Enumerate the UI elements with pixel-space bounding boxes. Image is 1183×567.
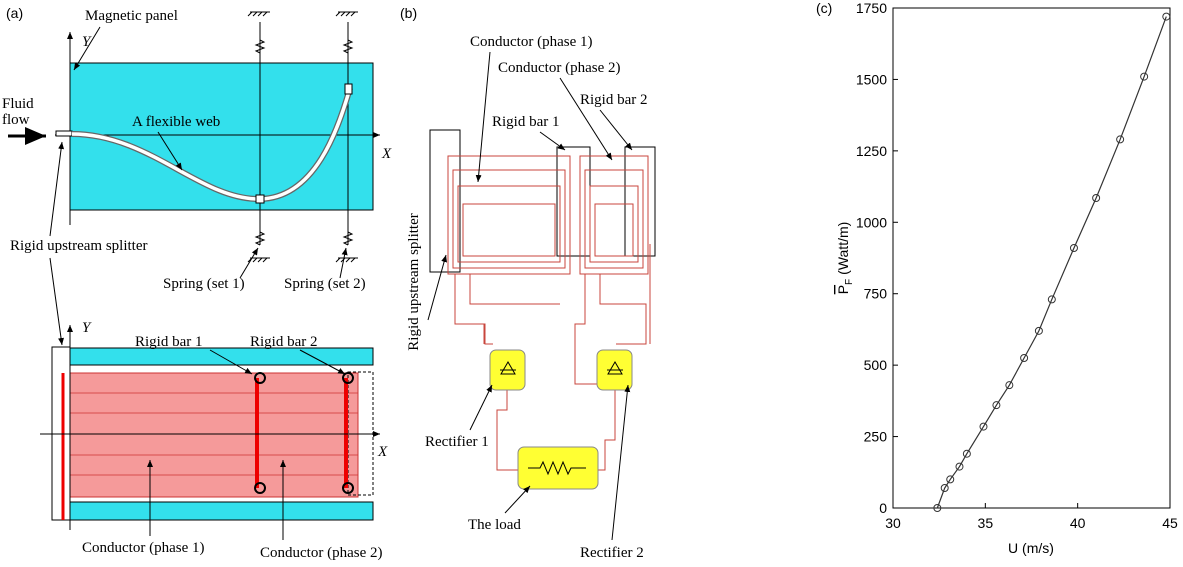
y-label-main: P [835, 285, 851, 294]
y-label-unit: (Watt/m) [835, 222, 851, 275]
label: Rectifier 1 [425, 434, 489, 450]
y-tick-label: 750 [864, 286, 888, 302]
splitter [56, 131, 72, 136]
label: Fluid [2, 96, 34, 112]
magnetic-panel [70, 502, 373, 520]
y-tick-label: 1000 [856, 214, 887, 230]
y-label-sub: F [844, 279, 855, 285]
label: Rectifier 2 [580, 545, 644, 561]
panel-b: (b) Conductor (phase 1) Conductor (phase… [400, 5, 655, 561]
pointer [612, 385, 628, 540]
pointer [428, 255, 446, 320]
panel-c: (c) U (m/s) PF (Watt/m) 0 250 500 750 1000 125… [816, 0, 1178, 556]
magnetic-panel [70, 63, 373, 210]
y-tick-label: 250 [864, 429, 888, 445]
joint [256, 195, 264, 203]
x-tick-label: 45 [1162, 515, 1178, 531]
y-tick-label: 0 [879, 500, 887, 516]
pointer [505, 486, 530, 513]
label: Rigid bar 2 [250, 334, 318, 350]
panel-label: (c) [816, 0, 832, 16]
pointer [470, 385, 492, 430]
label: Rigid bar 2 [580, 92, 648, 108]
label: Magnetic panel [85, 8, 178, 24]
label: Rigid bar 1 [135, 334, 203, 350]
label: The load [468, 517, 521, 533]
label: Conductor (phase 2) [498, 60, 620, 76]
x-axis-label: U (m/s) [1008, 540, 1054, 556]
label: Spring (set 2) [284, 276, 366, 292]
splitter [430, 130, 460, 272]
plot-frame [893, 8, 1170, 508]
label: Spring (set 1) [163, 276, 245, 292]
label: Rigid upstream splitter [10, 238, 147, 254]
label: Rigid bar 1 [492, 114, 560, 130]
y-tick-label: 1250 [856, 143, 887, 159]
series-line [937, 17, 1166, 508]
axis-label: Y [82, 320, 92, 336]
y-tick-label: 500 [864, 357, 888, 373]
conductor [70, 373, 358, 497]
pointer [478, 52, 490, 182]
panel-label: (a) [6, 5, 23, 21]
pointer [340, 248, 346, 278]
label: Conductor (phase 2) [260, 545, 382, 561]
pointer [50, 258, 62, 345]
label: Conductor (phase 1) [82, 540, 204, 556]
label: Rigid upstream splitter [406, 213, 422, 350]
pointer [540, 132, 565, 150]
pointer [240, 248, 258, 278]
figure: (a) Y X Magnetic panel Fluid flow A flex… [0, 0, 1183, 567]
conductor-wires [448, 156, 650, 470]
panel-a: (a) Y X Magnetic panel Fluid flow A flex… [2, 5, 392, 561]
joint [345, 84, 352, 94]
bar [625, 147, 655, 256]
x-tick-label: 40 [1070, 515, 1086, 531]
panel-label: (b) [400, 5, 417, 21]
y-tick-label: 1750 [856, 0, 887, 16]
pointer [50, 142, 62, 236]
x-tick-label: 35 [978, 515, 994, 531]
axis-label: X [377, 444, 388, 460]
y-tick-label: 1500 [856, 71, 887, 87]
label: flow [2, 112, 30, 128]
pointer [560, 78, 612, 160]
label: Conductor (phase 1) [470, 34, 592, 50]
y-axis-label: PF (Watt/m) [835, 222, 855, 295]
axis-label: X [381, 146, 392, 162]
pointer [600, 110, 632, 150]
x-tick-label: 30 [885, 515, 901, 531]
label: A flexible web [132, 114, 220, 130]
